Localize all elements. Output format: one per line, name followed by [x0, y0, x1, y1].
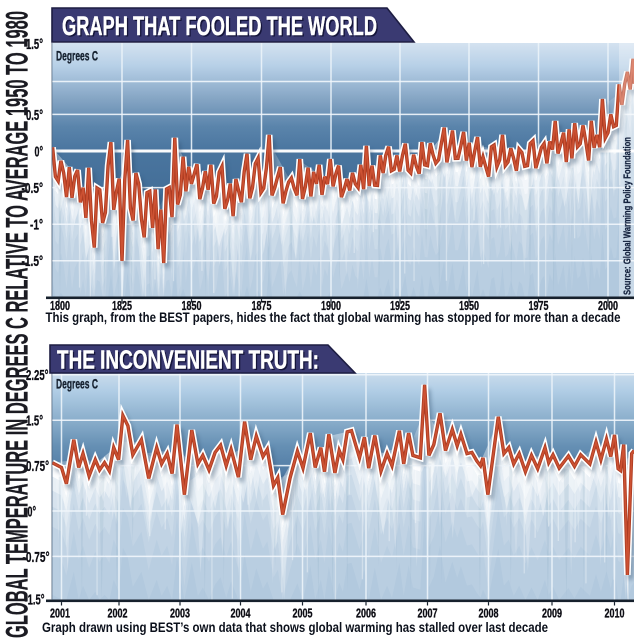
svg-text:This graph, from the BEST pape: This graph, from the BEST papers, hides …: [46, 309, 621, 325]
svg-text:2003: 2003: [170, 606, 190, 621]
svg-text:2006: 2006: [356, 606, 376, 621]
svg-text:GRAPH THAT FOOLED THE WORLD: GRAPH THAT FOOLED THE WORLD: [62, 11, 377, 41]
svg-text:1850: 1850: [182, 298, 202, 313]
svg-text:Graph drawn using BEST’s own d: Graph drawn using BEST’s own data that s…: [42, 619, 548, 635]
svg-text:Source: Global Warming Policy: Source: Global Warming Policy Foundation: [622, 137, 634, 295]
svg-text:-1.5°: -1.5°: [22, 253, 44, 270]
svg-text:0.75°: 0.75°: [26, 458, 49, 475]
svg-text:-1.5°: -1.5°: [25, 591, 45, 608]
svg-text:1950: 1950: [459, 298, 479, 313]
svg-text:2002: 2002: [108, 606, 128, 621]
svg-text:GLOBAL TEMPERATURE IN DEGREES: GLOBAL TEMPERATURE IN DEGREES C RELATIVE…: [0, 11, 35, 638]
svg-text:1825: 1825: [112, 298, 132, 313]
svg-text:2007: 2007: [418, 606, 438, 621]
svg-text:2009: 2009: [542, 606, 562, 621]
svg-text:2004: 2004: [231, 606, 252, 621]
svg-text:2010: 2010: [605, 606, 625, 621]
svg-text:THE INCONVENIENT TRUTH:: THE INCONVENIENT TRUTH:: [57, 345, 319, 375]
svg-text:Degrees C: Degrees C: [56, 377, 98, 392]
svg-text:-1°: -1°: [30, 217, 43, 234]
svg-text:2.25°: 2.25°: [26, 367, 49, 384]
svg-text:THE INCONVENIENT TRUTH:: THE INCONVENIENT TRUTH:: [59, 346, 321, 376]
svg-text:Degrees C: Degrees C: [56, 49, 98, 64]
svg-text:-0.5°: -0.5°: [22, 180, 44, 197]
svg-text:2005: 2005: [293, 606, 313, 621]
svg-text:1975: 1975: [529, 298, 549, 313]
svg-text:2000: 2000: [598, 298, 618, 313]
svg-text:2008: 2008: [479, 606, 499, 621]
svg-text:1875: 1875: [252, 298, 272, 313]
svg-text:1800: 1800: [50, 298, 70, 313]
svg-text:2001: 2001: [50, 606, 70, 621]
svg-text:0°: 0°: [28, 503, 37, 520]
svg-text:1.5°: 1.5°: [26, 36, 43, 53]
svg-text:1925: 1925: [390, 298, 410, 313]
svg-text:1.5°: 1.5°: [26, 413, 43, 430]
svg-text:0.5°: 0.5°: [26, 107, 43, 124]
svg-text:0°: 0°: [35, 143, 44, 160]
svg-text:GRAPH THAT FOOLED THE WORLD: GRAPH THAT FOOLED THE WORLD: [64, 13, 379, 43]
svg-text:-0.75°: -0.75°: [23, 549, 50, 566]
svg-text:1900: 1900: [321, 298, 341, 313]
